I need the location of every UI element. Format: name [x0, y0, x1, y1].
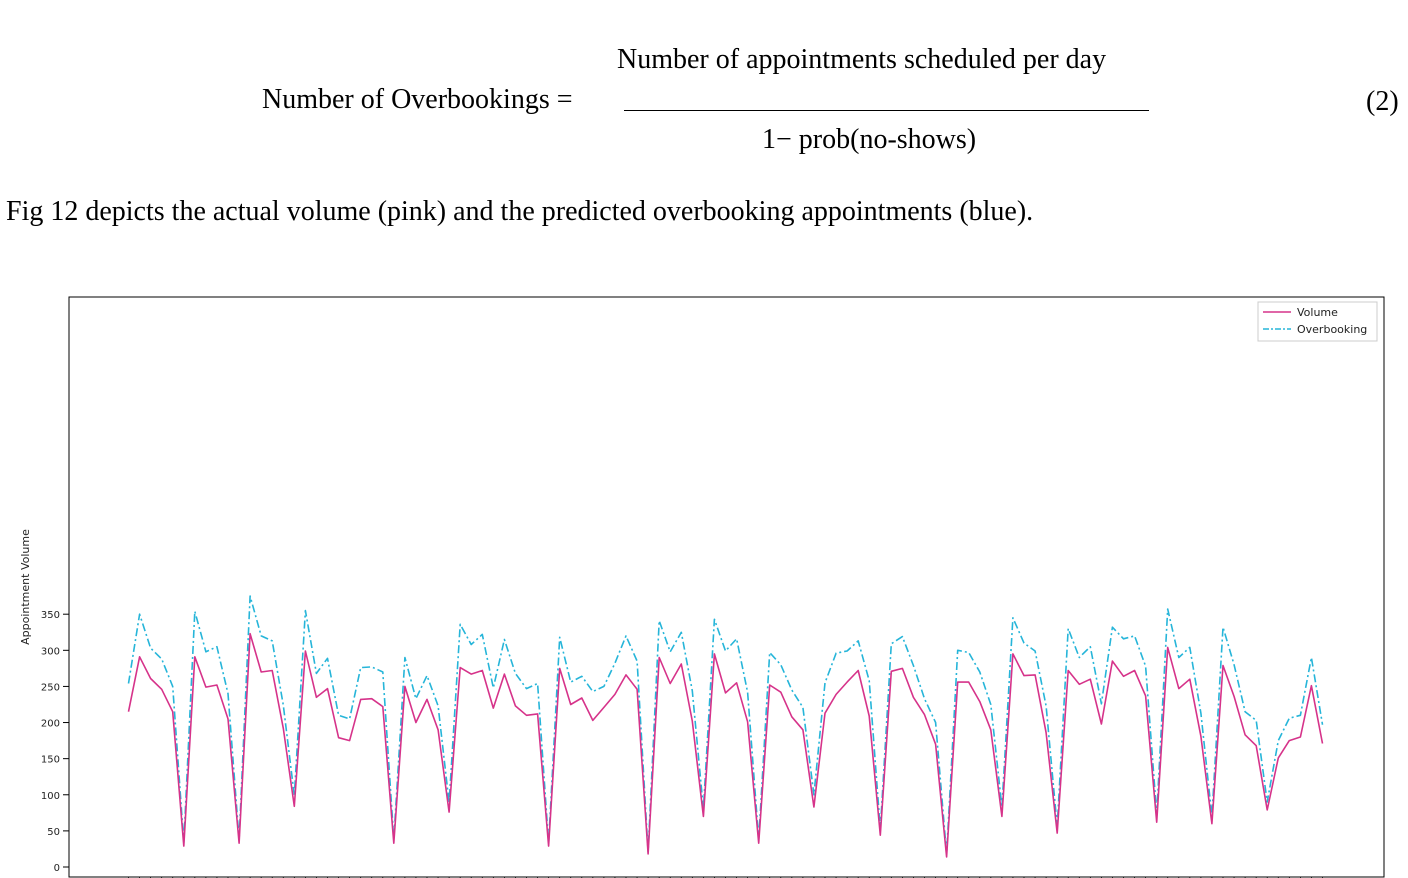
legend-label-volume: Volume — [1297, 306, 1338, 319]
fraction-bar — [624, 110, 1149, 111]
series-line-volume — [127, 632, 1324, 858]
y-tick-label-300: 300 — [41, 646, 60, 657]
y-tick-label-250: 250 — [41, 682, 60, 693]
series-line-overbooking — [127, 595, 1324, 855]
plot-frame — [68, 296, 1385, 878]
y-tick-label-350: 350 — [41, 610, 60, 621]
legend: Volume Overbooking — [1257, 301, 1378, 342]
y-tick-label-100: 100 — [41, 791, 60, 802]
y-tick-label-0: 0 — [54, 863, 60, 874]
y-axis-label: Appointment Volume — [19, 529, 32, 645]
legend-box — [1257, 301, 1378, 342]
equation-number: (2) — [1366, 86, 1399, 117]
equation-numerator: Number of appointments scheduled per day — [617, 44, 1107, 75]
y-tick-label-200: 200 — [41, 719, 60, 730]
y-axis: 0 50 100 150 200 250 300 350 — [41, 610, 69, 874]
y-tick-label-50: 50 — [47, 827, 60, 838]
equation-lhs: Number of Overbookings = — [262, 84, 573, 115]
y-tick-label-150: 150 — [41, 755, 60, 766]
series-lines — [127, 595, 1324, 858]
equation-denominator: 1− prob(no-shows) — [762, 124, 977, 155]
legend-label-overbooking: Overbooking — [1297, 323, 1367, 336]
figure-caption: Fig 12 depicts the actual volume (pink) … — [6, 196, 1034, 227]
